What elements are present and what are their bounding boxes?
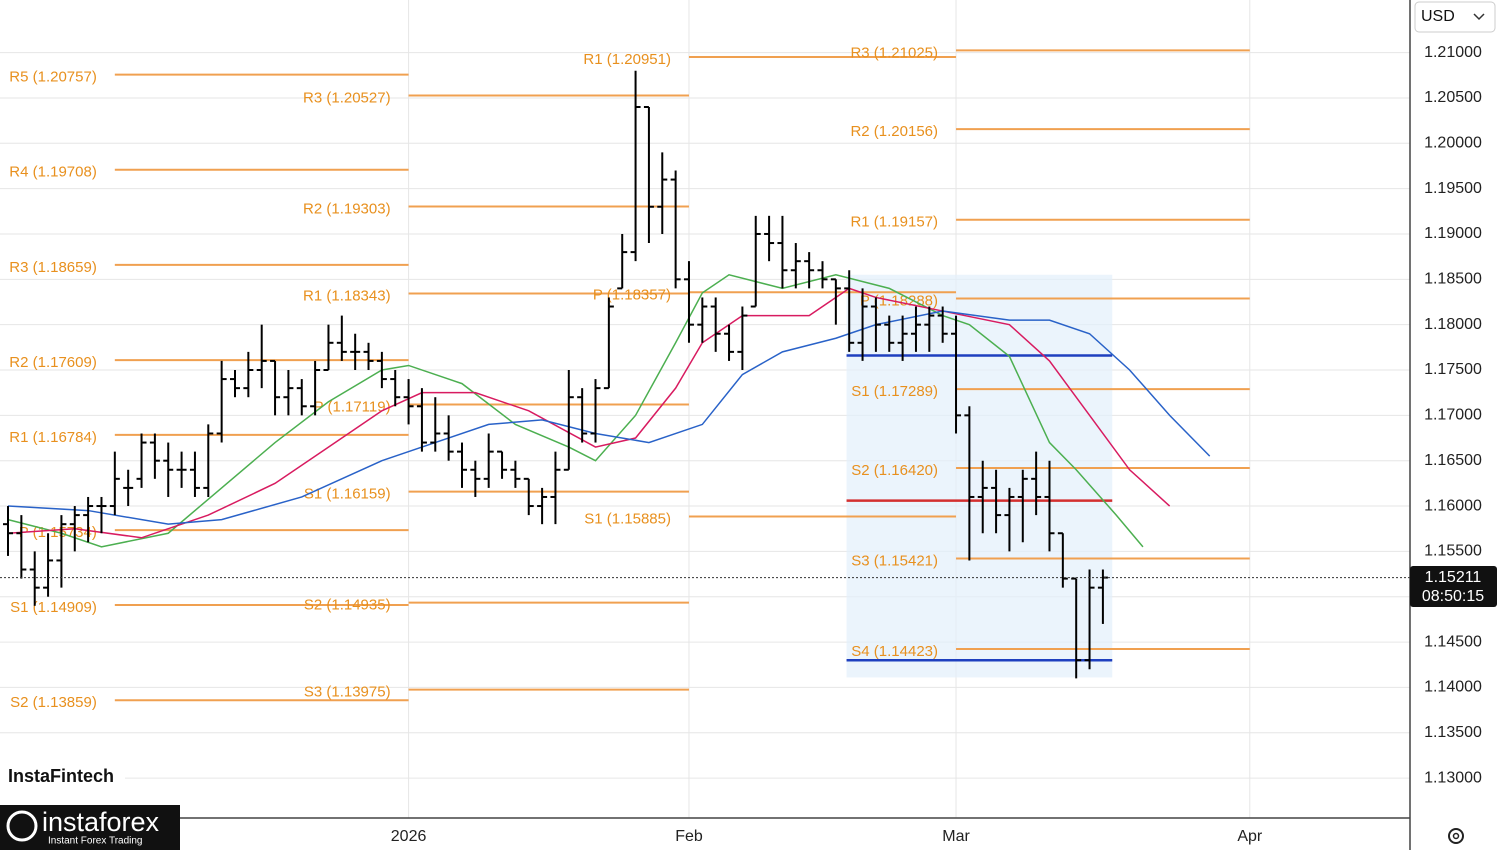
currency-label: USD (1421, 8, 1455, 25)
pivot-label: S1 (1.14909) (10, 599, 97, 616)
y-tick-label: 1.17500 (1424, 361, 1482, 378)
pivot-label: R2 (1.19303) (303, 200, 391, 217)
y-tick-label: 1.21000 (1424, 44, 1482, 61)
pivot-label: S2 (1.13859) (10, 694, 97, 711)
y-tick-label: 1.14500 (1424, 633, 1482, 650)
pivot-label: R2 (1.20156) (850, 123, 938, 140)
y-tick-label: 1.18500 (1424, 271, 1482, 288)
pivot-label: R2 (1.17609) (9, 354, 97, 371)
pivot-label: R1 (1.20951) (583, 51, 671, 68)
ma-line (7, 310, 1211, 525)
pivot-label: S3 (1.13975) (304, 684, 391, 701)
y-tick-label: 1.20500 (1424, 89, 1482, 106)
last-price-label: 1.15211 (1425, 569, 1482, 586)
gear-inner (1452, 832, 1460, 840)
pivot-label: R1 (1.19157) (850, 214, 938, 231)
dropdown-arrow (1473, 13, 1485, 21)
plot-area: R5 (1.20757) R4 (1.19708) R3 (1.18659) R2 (… (0, 44, 1410, 711)
y-tick-label: 1.19500 (1424, 180, 1482, 197)
pivot-label: S1 (1.15885) (584, 510, 671, 527)
pivot-label: S2 (1.16420) (851, 462, 938, 479)
currency-select[interactable] (1414, 1, 1496, 33)
pivot-label: R1 (1.16784) (9, 429, 97, 446)
logo-name: instaforex (42, 807, 160, 837)
y-tick-label: 1.13000 (1424, 769, 1482, 786)
pivot-label: R1 (1.18343) (303, 288, 391, 305)
logo-tagline: Instant Forex Trading (48, 836, 143, 847)
pivot-label: S2 (1.14935) (304, 597, 391, 614)
pivot-label: S1 (1.16159) (304, 486, 391, 503)
y-tick-label: 1.13500 (1424, 724, 1482, 741)
logo-icon (6, 810, 38, 842)
watermark: InstaFintech (8, 766, 114, 786)
y-tick-label: 1.20000 (1424, 135, 1482, 152)
countdown: 08:50:15 (1422, 588, 1484, 605)
x-tick-label: Feb (675, 828, 703, 845)
y-tick-label: 1.19000 (1424, 225, 1482, 242)
logo-box (0, 805, 180, 850)
x-tick-label: Apr (1237, 828, 1263, 845)
pivot-label: R3 (1.20527) (303, 89, 391, 106)
pivot-label: P (1.17119) (314, 399, 391, 416)
axes: 1.130001.135001.140001.145001.150001.155… (391, 44, 1482, 845)
y-tick-label: 1.16500 (1424, 452, 1482, 469)
pivot-label: S4 (1.14423) (851, 643, 938, 660)
pivot-label: P (1.18357) (593, 286, 671, 303)
price-box (1410, 566, 1497, 607)
pivot-label: R3 (1.21025) (850, 44, 938, 61)
x-tick-label: Mar (942, 828, 970, 845)
y-tick-label: 1.17000 (1424, 407, 1482, 424)
pivot-label: R3 (1.18659) (9, 259, 97, 276)
y-tick-label: 1.16000 (1424, 497, 1482, 514)
y-tick-label: 1.15500 (1424, 543, 1482, 560)
y-tick-label: 1.14000 (1424, 679, 1482, 696)
pivot-label: R5 (1.20757) (9, 69, 97, 86)
pivot-label: S3 (1.15421) (851, 553, 938, 570)
settings-icon[interactable] (1448, 828, 1464, 844)
y-tick-label: 1.18000 (1424, 316, 1482, 333)
ma-line (7, 287, 1171, 539)
gear-outer (1448, 828, 1464, 844)
ma-line (7, 273, 1144, 548)
pivot-label: S1 (1.17289) (851, 383, 938, 400)
x-tick-label: 2026 (391, 828, 427, 845)
grid (0, 0, 1410, 818)
pivot-label: R4 (1.19708) (9, 164, 97, 181)
pivot-label: P (1.18288) (860, 293, 938, 310)
watermark-bg (0, 755, 125, 800)
